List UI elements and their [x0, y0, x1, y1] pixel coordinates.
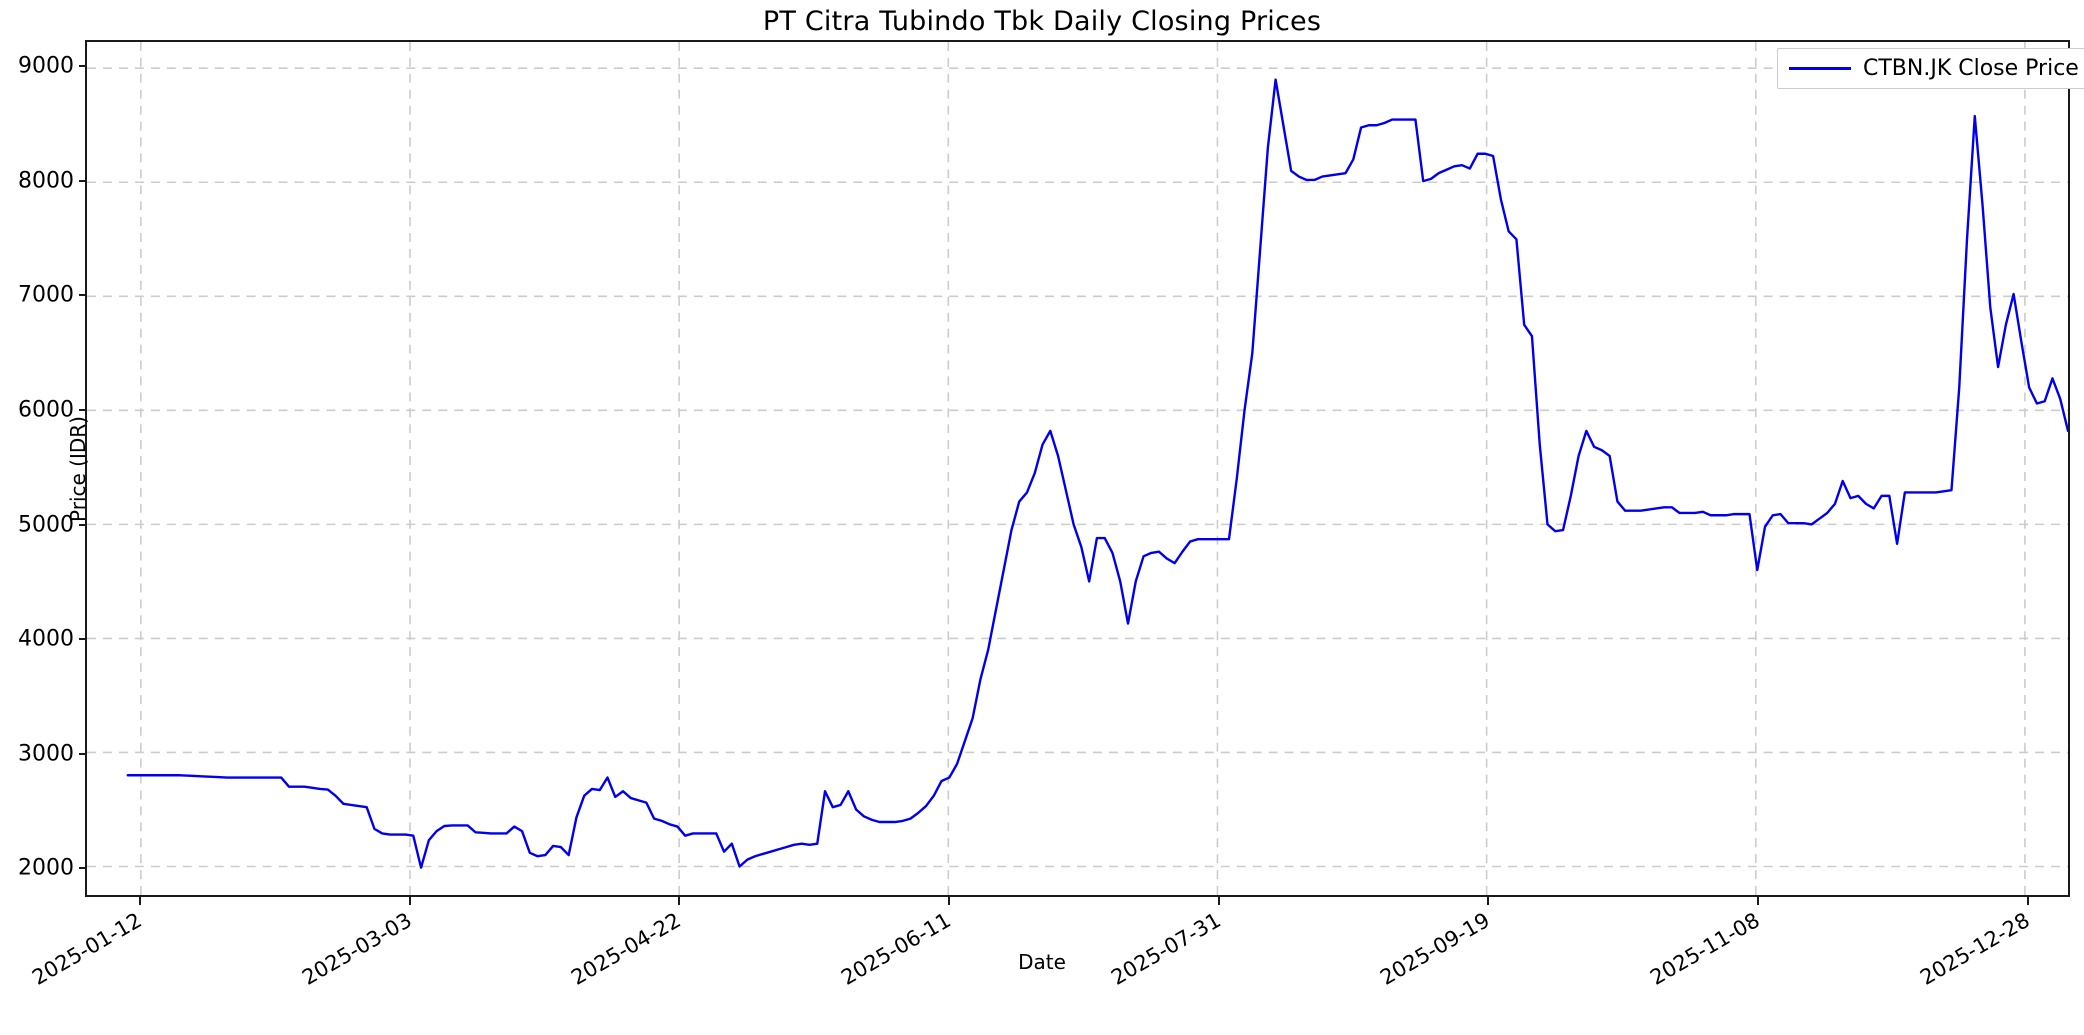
x-tick-mark: [1757, 897, 1760, 905]
y-tick-label: 9000: [18, 53, 74, 79]
y-tick-label: 5000: [18, 512, 74, 538]
x-tick-mark: [1217, 897, 1220, 905]
x-axis-label: Date: [1018, 950, 1066, 974]
x-tick-mark: [1487, 897, 1490, 905]
x-tick-mark: [138, 897, 141, 905]
y-tick-label: 2000: [18, 855, 74, 881]
chart-legend: CTBN.JK Close Price: [1777, 48, 2084, 89]
x-tick-mark: [2026, 897, 2029, 905]
x-tick-mark: [408, 897, 411, 905]
legend-line-swatch: [1789, 67, 1851, 70]
y-tick-label: 3000: [18, 741, 74, 767]
y-axis-label: Price (IDR): [65, 415, 90, 522]
price-line-series: [87, 42, 2068, 895]
y-tick-label: 8000: [18, 168, 74, 194]
page-title: PT Citra Tubindo Tbk Daily Closing Price…: [762, 6, 1322, 37]
gridlines: [87, 42, 2068, 895]
plot-area: Price (IDR): [66, 40, 2070, 897]
y-tick-label: 6000: [18, 397, 74, 423]
legend-label: CTBN.JK Close Price: [1863, 56, 2079, 81]
x-tick-mark: [948, 897, 951, 905]
y-tick-label: 4000: [18, 626, 74, 652]
y-tick-label: 7000: [18, 282, 74, 308]
x-tick-mark: [678, 897, 681, 905]
